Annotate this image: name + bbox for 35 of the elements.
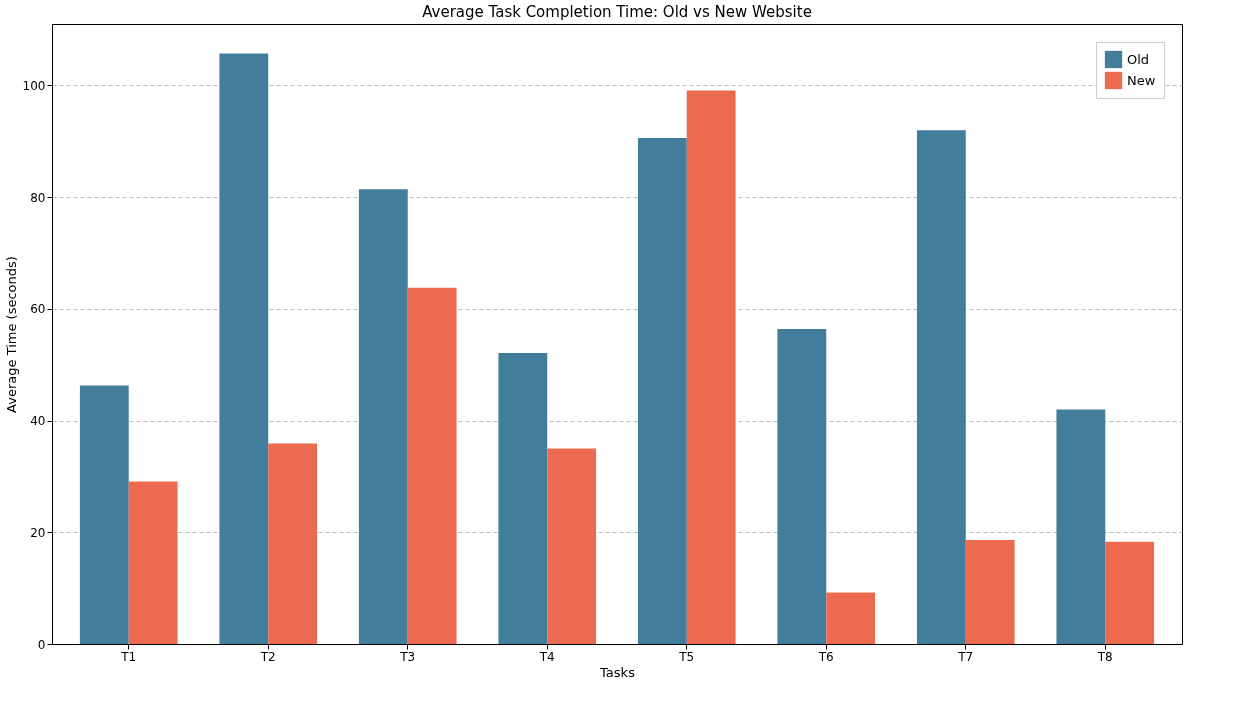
bar (128, 481, 178, 644)
legend-label: Old (1127, 51, 1150, 67)
bar (826, 592, 876, 644)
bar (219, 53, 269, 644)
x-axis-title: Tasks (599, 664, 636, 680)
y-axis-title: Average Time (seconds) (3, 256, 19, 413)
bar (686, 90, 736, 644)
x-tick-label: T3 (399, 649, 416, 664)
x-tick-label: T4 (538, 649, 555, 664)
x-tick-label: T1 (120, 649, 137, 664)
bar (79, 385, 129, 644)
x-tick-label: T5 (678, 649, 695, 664)
y-tick-label: 80 (30, 190, 46, 205)
bar (916, 130, 966, 644)
y-tick-label: 100 (22, 78, 46, 93)
bar (777, 328, 827, 644)
bar (407, 287, 457, 644)
bar (637, 137, 687, 644)
legend-label: New (1127, 72, 1156, 88)
y-tick-label: 40 (30, 414, 46, 429)
x-tick-label: T7 (957, 649, 974, 664)
bar (965, 540, 1015, 644)
bar (358, 189, 408, 644)
y-tick-label: 20 (30, 525, 46, 540)
x-tick-label: T6 (817, 649, 834, 664)
bar (1105, 541, 1155, 644)
x-tick-label: T2 (259, 649, 276, 664)
x-tick-label: T8 (1096, 649, 1113, 664)
y-tick-label: 60 (30, 302, 46, 317)
bar (1056, 409, 1106, 644)
bar (498, 352, 548, 644)
bar (268, 443, 318, 644)
chart-title: Average Task Completion Time: Old vs New Website (422, 3, 812, 21)
bar (547, 448, 597, 644)
y-tick-label: 0 (37, 637, 46, 652)
